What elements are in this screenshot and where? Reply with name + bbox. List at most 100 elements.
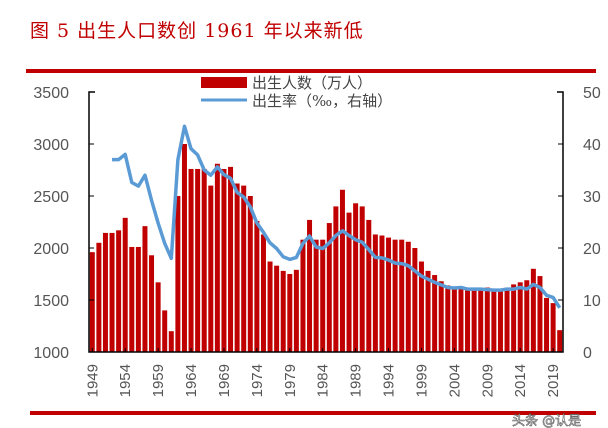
- x-tick-label: 2009: [479, 364, 496, 397]
- bar-2006: [465, 289, 471, 352]
- bar-1970: [228, 166, 234, 352]
- left-tick-label: 2500: [33, 189, 69, 206]
- x-tick-label: 1964: [183, 364, 200, 397]
- left-tick-label: 1500: [33, 293, 69, 310]
- bar-2003: [445, 285, 451, 352]
- bar-1950: [96, 242, 102, 352]
- x-tick-label: 1989: [348, 364, 365, 397]
- bar-2001: [432, 275, 438, 352]
- left-tick-label: 3500: [33, 85, 69, 102]
- bar-1990: [359, 206, 365, 352]
- right-tick-label: 0: [583, 345, 592, 362]
- bar-1994: [386, 237, 392, 352]
- bar-1962: [175, 196, 181, 352]
- bar-1958: [149, 255, 155, 352]
- bar-1965: [195, 168, 201, 352]
- bar-2008: [478, 288, 484, 352]
- bar-1984: [320, 239, 326, 352]
- bar-1995: [392, 239, 398, 352]
- legend-swatch-bar: [201, 77, 247, 88]
- right-tick-label: 40: [583, 137, 601, 154]
- bar-1949: [89, 252, 95, 352]
- bar-1983: [313, 239, 319, 352]
- bar-1951: [102, 232, 108, 352]
- x-tick-label: 1969: [216, 364, 233, 397]
- bar-1993: [379, 235, 385, 352]
- x-tick-label: 2014: [512, 364, 529, 397]
- bar-1972: [241, 185, 247, 352]
- bar-2020: [557, 330, 563, 352]
- axes: 1000 1500 2000 2500 3000 3500 0 10 20 30 40 50 1949 1…: [33, 85, 600, 397]
- bar-1959: [155, 282, 161, 352]
- bar-1963: [181, 144, 187, 352]
- bar-2013: [511, 284, 517, 352]
- bar-1954: [122, 217, 128, 352]
- bar-1961: [168, 331, 174, 352]
- bar-2017: [537, 276, 543, 352]
- bar-2018: [544, 297, 550, 352]
- bar-1977: [274, 265, 280, 352]
- bar-1967: [208, 185, 214, 352]
- legend: 出生人数（万人） 出生率（‰，右轴）: [201, 74, 392, 110]
- bar-1999: [418, 261, 424, 352]
- legend-label-births: 出生人数（万人）: [252, 74, 372, 92]
- bar-1998: [412, 248, 418, 352]
- bar-1969: [221, 168, 227, 352]
- bar-1974: [254, 220, 260, 352]
- bar-2011: [497, 289, 503, 352]
- bar-1980: [293, 269, 299, 352]
- bar-2019: [550, 303, 556, 352]
- bar-1981: [300, 239, 306, 352]
- bar-1966: [201, 168, 207, 352]
- bar-2015: [524, 280, 530, 352]
- x-tick-label: 1959: [150, 364, 167, 397]
- bar-1952: [109, 232, 115, 352]
- bar-2014: [517, 282, 523, 352]
- bar-1978: [280, 270, 286, 352]
- bar-2007: [471, 289, 477, 352]
- bar-1989: [353, 203, 359, 352]
- x-tick-label: 1999: [413, 364, 430, 397]
- x-tick-label: 1984: [315, 364, 332, 397]
- bar-1971: [234, 183, 240, 352]
- bar-1988: [346, 212, 352, 352]
- x-tick-label: 1949: [84, 364, 101, 397]
- bar-1973: [247, 196, 253, 352]
- bar-2010: [491, 289, 497, 352]
- bar-2012: [504, 287, 510, 352]
- right-tick-label: 20: [583, 241, 601, 258]
- right-tick-label: 30: [583, 189, 601, 206]
- x-tick-label: 1979: [282, 364, 299, 397]
- bar-1979: [287, 274, 293, 352]
- birth-rate-line: [112, 124, 562, 309]
- bar-2000: [425, 270, 431, 352]
- watermark: 头条 @认是: [512, 413, 581, 428]
- x-tick-label: 2019: [545, 364, 562, 397]
- bar-1985: [326, 223, 332, 352]
- legend-label-rate: 出生率（‰，右轴）: [252, 92, 392, 110]
- left-tick-label: 1000: [33, 345, 69, 362]
- chart-title: 图 5 出生人口数创 1961 年以来新低: [30, 20, 364, 42]
- bar-1991: [366, 219, 372, 352]
- x-tick-label: 1994: [381, 364, 398, 397]
- right-tick-label: 50: [583, 85, 601, 102]
- left-tick-label: 2000: [33, 241, 69, 258]
- bar-1957: [142, 226, 148, 352]
- bar-1976: [267, 261, 273, 352]
- bar-2009: [484, 287, 490, 352]
- left-tick-label: 3000: [33, 137, 69, 154]
- bar-1953: [116, 230, 122, 352]
- bar-1997: [405, 241, 411, 352]
- bar-1986: [333, 206, 339, 352]
- bar-1956: [135, 246, 141, 352]
- bar-1992: [372, 234, 378, 352]
- bar-2002: [438, 281, 444, 352]
- x-tick-label: 1954: [117, 364, 134, 397]
- bar-2005: [458, 287, 464, 352]
- bar-1964: [188, 168, 194, 352]
- bar-1975: [260, 234, 266, 352]
- bar-1955: [129, 246, 135, 352]
- x-tick-label: 1974: [249, 364, 266, 397]
- bar-2004: [451, 287, 457, 352]
- bar-1982: [307, 219, 313, 352]
